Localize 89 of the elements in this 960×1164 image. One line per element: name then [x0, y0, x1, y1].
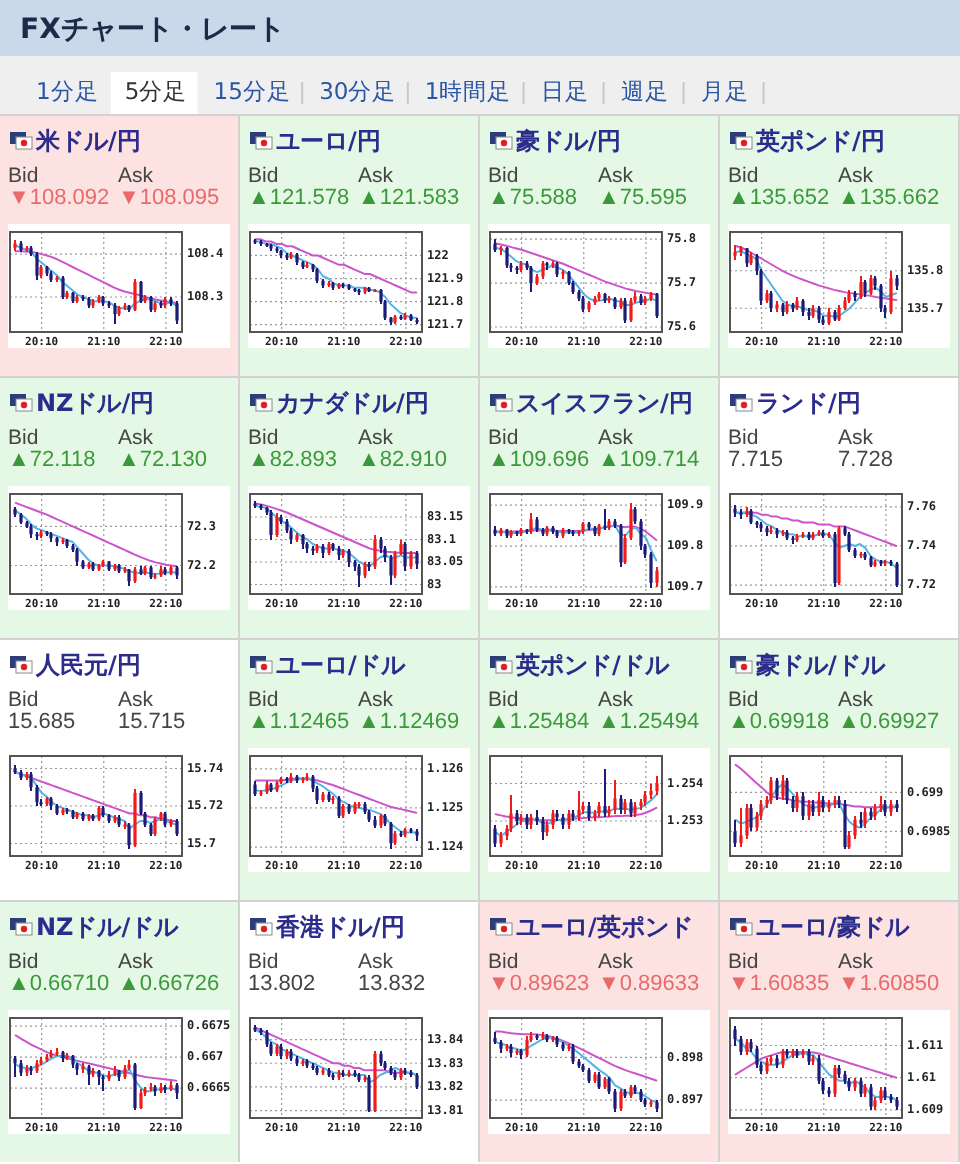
chart-title: NZドル/ドル [36, 912, 181, 941]
chart-title: ランド/円 [756, 388, 861, 417]
text: 15分足 [213, 77, 291, 106]
text: Ask [358, 163, 395, 188]
chart-title: 米ドル/円 [34, 126, 141, 155]
text: Bid [248, 949, 279, 974]
text: ▲82.910 [358, 447, 448, 472]
text: Ask [358, 425, 395, 450]
chart-title: ユーロ/豪ドル [756, 912, 911, 941]
chart-title: ユーロ/英ポンド [516, 912, 693, 941]
text: 13.802 [248, 971, 316, 996]
chart-title: 人民元/円 [34, 650, 141, 679]
text: Bid [728, 949, 759, 974]
text: Ask [838, 163, 875, 188]
chart-title: NZドル/円 [36, 388, 155, 417]
text: ▲1.25484 [488, 709, 590, 734]
text: Ask [358, 687, 395, 712]
text: Ask [358, 949, 395, 974]
chart-title: 豪ドル/ドル [754, 650, 887, 679]
text: ▲0.69927 [838, 709, 940, 734]
chart-title: ユーロ/ドル [276, 650, 407, 679]
text: Ask [598, 949, 635, 974]
text: Bid [248, 425, 279, 450]
text: Ask [598, 687, 635, 712]
text: ▲1.12469 [358, 709, 460, 734]
text: 月足 [700, 77, 749, 106]
text: ▲75.595 [598, 185, 688, 210]
text: 7.715 [728, 447, 784, 472]
text: 5分足 [124, 77, 188, 106]
text: 15.685 [8, 709, 76, 734]
text: Bid [488, 687, 519, 712]
text: ▼1.60835 [728, 971, 830, 996]
chart-title: ユーロ/円 [276, 126, 381, 155]
text: Bid [8, 687, 39, 712]
text: ▼0.89623 [488, 971, 590, 996]
chart-title: 豪ドル/円 [514, 126, 621, 155]
text: 13.832 [358, 971, 426, 996]
text: Bid [728, 425, 759, 450]
text: Bid [248, 687, 279, 712]
text: ▲72.130 [118, 447, 208, 472]
text: Ask [838, 687, 875, 712]
text: ▼0.89633 [598, 971, 700, 996]
text: Bid [488, 949, 519, 974]
chart-title: 香港ドル/円 [274, 912, 405, 941]
text: Bid [488, 163, 519, 188]
text: 30分足 [319, 77, 397, 106]
chart-title: 英ポンド/ドル [514, 650, 671, 679]
text: Bid [8, 163, 39, 188]
chart-title: スイスフラン/円 [516, 388, 693, 417]
text: Bid [488, 425, 519, 450]
text: ▲135.652 [728, 185, 830, 210]
text: ▲82.893 [248, 447, 338, 472]
text: ▲121.583 [358, 185, 460, 210]
text: 7.728 [838, 447, 894, 472]
text: 15.715 [118, 709, 186, 734]
text: Bid [728, 687, 759, 712]
text: ▲121.578 [248, 185, 350, 210]
text: Ask [118, 163, 155, 188]
text: Ask [598, 163, 635, 188]
text: ▼1.60850 [838, 971, 940, 996]
text: Ask [838, 949, 875, 974]
text: Bid [8, 425, 39, 450]
text: 1時間足 [424, 77, 512, 106]
text: ▲109.714 [598, 447, 700, 472]
text: Bid [248, 163, 279, 188]
text: ▲72.118 [8, 447, 96, 472]
text: Ask [598, 425, 635, 450]
text: FXチャート・レート [20, 13, 285, 46]
text: ▲0.66726 [118, 971, 220, 996]
text: ▲0.66710 [8, 971, 110, 996]
chart-title: 英ポンド/円 [754, 126, 885, 155]
text: 日足 [540, 77, 589, 106]
text: ▲75.588 [488, 185, 578, 210]
text: Bid [8, 949, 39, 974]
text: ▲1.12465 [248, 709, 350, 734]
text: Ask [118, 949, 155, 974]
text: ▲1.25494 [598, 709, 700, 734]
text: 1分足 [36, 77, 99, 106]
text: ▲109.696 [488, 447, 590, 472]
text: 週足 [620, 77, 669, 106]
chart-title: カナダドル/円 [276, 388, 429, 417]
text: ▲0.69918 [728, 709, 830, 734]
text: ▲135.662 [838, 185, 940, 210]
text: Ask [118, 687, 155, 712]
text: Bid [728, 163, 759, 188]
text: ▼108.095 [118, 185, 220, 210]
text: ▼108.092 [8, 185, 110, 210]
text: Ask [838, 425, 875, 450]
text: Ask [118, 425, 155, 450]
